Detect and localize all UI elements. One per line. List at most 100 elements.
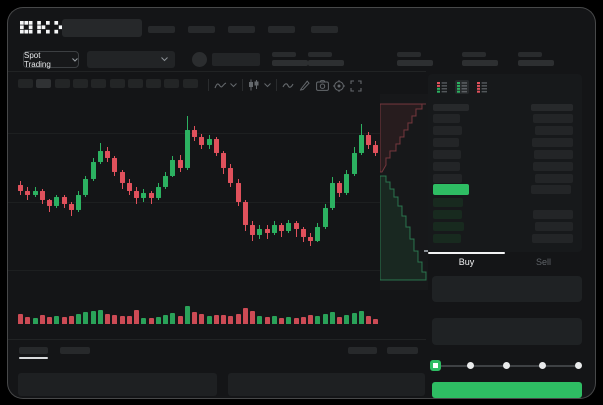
candle-body	[119, 171, 125, 184]
candle-body	[351, 152, 357, 174]
camera-icon[interactable]	[316, 80, 329, 91]
search-input[interactable]	[62, 19, 142, 37]
timeframe-button[interactable]	[36, 79, 52, 88]
market-type-dropdown[interactable]: Spot Trading	[23, 51, 79, 69]
book-combined-icon[interactable]	[435, 80, 449, 94]
timeframe-button[interactable]	[91, 79, 107, 88]
nav-item[interactable]	[188, 26, 215, 33]
toolbar-divider	[276, 79, 277, 91]
bottom-tab-history[interactable]	[60, 347, 90, 354]
nav-item[interactable]	[228, 26, 255, 33]
amount-field[interactable]	[432, 318, 582, 345]
nav-item[interactable]	[148, 26, 175, 33]
volume-bar	[257, 315, 263, 324]
candle-body	[279, 225, 284, 231]
timeframe-button[interactable]	[18, 79, 33, 88]
bottom-panel-right[interactable]	[228, 373, 425, 396]
timeframe-button[interactable]	[109, 79, 125, 88]
candle-body	[293, 223, 299, 230]
last-price-bar[interactable]	[433, 184, 469, 195]
volume-bar	[322, 313, 328, 324]
chevron-down-icon	[72, 57, 78, 62]
ask-row[interactable]	[428, 126, 582, 137]
volume-bar	[373, 319, 379, 324]
volume-bar	[148, 318, 154, 324]
pair-dropdown[interactable]	[87, 51, 175, 68]
stat-value	[462, 60, 498, 66]
ask-row[interactable]	[428, 150, 582, 161]
slider-stop-dot[interactable]	[503, 362, 510, 369]
volume-bar	[206, 316, 212, 324]
stat-value	[308, 60, 344, 66]
bid-row[interactable]	[428, 234, 582, 245]
bottom-action-link-1[interactable]	[348, 347, 377, 354]
ask-row[interactable]	[428, 138, 582, 149]
slider-stop-dot[interactable]	[467, 362, 474, 369]
candle-body	[39, 190, 45, 201]
ask-price-bar	[433, 174, 462, 183]
bid-row[interactable]	[428, 198, 582, 209]
candle-body	[373, 145, 379, 153]
bottom-tab-orders[interactable]	[19, 347, 48, 354]
candle-body	[163, 175, 168, 188]
volume-bar	[242, 308, 248, 324]
chevron-down-icon[interactable]	[264, 83, 271, 88]
indicators-icon[interactable]	[214, 80, 227, 91]
candle-body	[308, 236, 313, 241]
pair-name-placeholder[interactable]	[212, 53, 260, 66]
book-header-amount-label	[531, 104, 573, 111]
volume-bar	[199, 314, 205, 324]
slider-stop-dot[interactable]	[575, 362, 582, 369]
nav-item[interactable]	[268, 26, 295, 33]
timeframe-button[interactable]	[72, 79, 88, 88]
book-asks-icon[interactable]	[475, 80, 489, 94]
tab-buy[interactable]: Buy	[458, 257, 475, 267]
bid-row[interactable]	[428, 222, 582, 233]
volume-bar	[300, 317, 306, 324]
candle-body	[134, 190, 139, 199]
volume-bar	[18, 314, 23, 324]
timeframe-button[interactable]	[127, 79, 143, 88]
nav-item[interactable]	[311, 26, 338, 33]
candle-body	[329, 183, 335, 209]
bottom-panel-left[interactable]	[18, 373, 217, 396]
bottom-action-link-2[interactable]	[387, 347, 418, 354]
settings-gear-icon[interactable]	[333, 80, 345, 92]
volume-bar	[105, 314, 110, 324]
candle-style-icon[interactable]	[248, 79, 259, 91]
timeframe-button[interactable]	[54, 79, 70, 88]
ask-amount-bar	[535, 174, 573, 183]
depth-asks-area	[380, 103, 426, 173]
volume-bar	[221, 314, 226, 324]
price-field[interactable]	[432, 276, 582, 302]
buy-submit-button[interactable]	[432, 382, 582, 398]
fullscreen-icon[interactable]	[350, 80, 362, 92]
timeframe-button[interactable]	[164, 79, 180, 88]
volume-bar	[264, 316, 270, 324]
bid-row[interactable]	[428, 210, 582, 221]
ask-row[interactable]	[428, 162, 582, 173]
ask-row[interactable]	[428, 174, 582, 185]
timeframe-button[interactable]	[182, 79, 198, 88]
volume-bar	[351, 312, 357, 324]
candle-body	[337, 183, 342, 193]
timeframe-button[interactable]	[146, 79, 162, 88]
book-bids-icon[interactable]	[455, 80, 469, 94]
candle-body	[54, 196, 60, 207]
slider-stop-dot[interactable]	[539, 362, 546, 369]
ask-row[interactable]	[428, 114, 582, 125]
ask-price-bar	[433, 138, 459, 147]
candle-body	[177, 160, 183, 168]
volume-bar	[155, 316, 161, 324]
draw-pencil-icon[interactable]	[299, 79, 311, 91]
chevron-down-icon[interactable]	[230, 83, 237, 88]
slider-handle[interactable]	[430, 360, 441, 371]
candle-body	[242, 202, 248, 226]
tab-sell[interactable]: Sell	[535, 257, 551, 267]
volume-bar	[32, 318, 38, 324]
candle-body	[126, 183, 132, 191]
candle-body	[228, 167, 234, 184]
line-tool-icon[interactable]	[282, 82, 294, 89]
volume-bar	[308, 314, 313, 324]
candle-body	[68, 204, 74, 210]
